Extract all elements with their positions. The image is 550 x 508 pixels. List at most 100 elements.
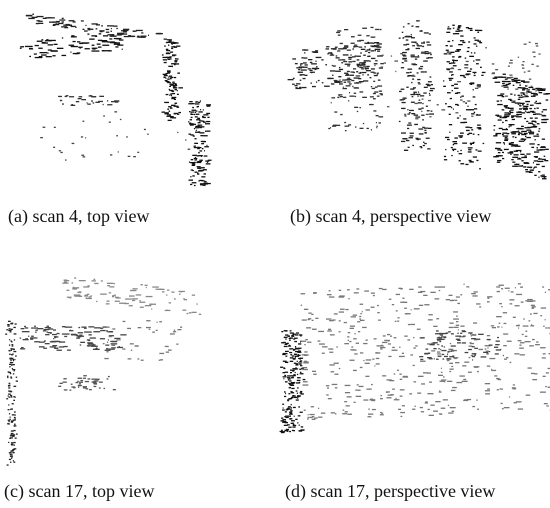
point xyxy=(288,79,294,80)
point xyxy=(347,336,349,337)
point xyxy=(59,150,61,151)
point xyxy=(77,381,79,382)
point xyxy=(190,114,193,115)
point xyxy=(298,350,301,351)
point xyxy=(334,80,338,81)
point xyxy=(510,77,513,78)
point xyxy=(37,16,44,17)
point xyxy=(340,81,343,82)
point xyxy=(284,330,288,331)
point xyxy=(164,39,167,40)
point xyxy=(129,305,133,306)
point xyxy=(421,383,425,384)
point xyxy=(513,100,516,101)
point xyxy=(71,334,77,335)
point xyxy=(429,415,434,416)
point xyxy=(122,49,123,50)
point xyxy=(511,159,513,160)
point xyxy=(194,114,196,115)
point xyxy=(440,349,442,350)
point xyxy=(11,458,12,459)
point xyxy=(521,131,527,132)
point xyxy=(283,378,284,379)
point xyxy=(14,411,16,412)
point xyxy=(45,327,51,328)
point xyxy=(471,113,475,114)
point xyxy=(354,46,359,47)
point xyxy=(62,55,67,56)
point xyxy=(474,108,477,109)
point xyxy=(505,81,511,82)
point xyxy=(362,63,366,64)
point xyxy=(167,310,168,311)
point xyxy=(487,366,490,367)
point xyxy=(427,44,431,45)
point xyxy=(376,122,377,123)
point xyxy=(523,325,529,326)
point xyxy=(172,55,175,56)
point xyxy=(89,389,92,390)
point xyxy=(192,295,195,296)
point xyxy=(497,104,503,105)
point xyxy=(427,110,430,111)
point-cluster xyxy=(298,283,550,420)
point xyxy=(441,345,443,346)
point xyxy=(364,46,366,47)
point xyxy=(515,287,516,288)
point xyxy=(288,383,291,384)
point xyxy=(371,129,372,130)
point xyxy=(535,118,538,119)
point xyxy=(542,139,545,140)
point xyxy=(463,118,466,119)
point xyxy=(418,83,421,84)
point xyxy=(449,295,453,296)
point xyxy=(290,410,293,411)
point xyxy=(436,359,439,360)
point xyxy=(534,175,536,176)
point xyxy=(302,369,308,370)
point xyxy=(487,347,488,348)
point xyxy=(439,391,442,392)
point xyxy=(194,143,198,144)
point xyxy=(531,96,536,97)
point xyxy=(303,384,309,385)
point xyxy=(470,333,471,334)
point xyxy=(337,50,340,51)
point xyxy=(11,442,14,443)
point xyxy=(534,160,538,161)
point xyxy=(90,95,92,96)
point xyxy=(165,112,168,113)
point xyxy=(175,103,178,104)
point xyxy=(290,409,291,410)
point xyxy=(206,163,211,164)
point xyxy=(321,413,325,414)
point xyxy=(360,352,363,353)
point xyxy=(304,309,308,310)
point xyxy=(176,344,178,345)
point xyxy=(301,87,306,88)
point xyxy=(198,111,202,112)
point xyxy=(415,116,420,117)
point xyxy=(348,340,349,341)
point xyxy=(407,128,409,129)
point xyxy=(109,38,112,39)
point xyxy=(166,116,170,117)
point xyxy=(82,42,89,43)
point xyxy=(293,395,295,396)
point xyxy=(111,28,112,29)
point-clouds xyxy=(0,0,550,508)
point xyxy=(106,348,109,349)
point xyxy=(397,370,399,371)
point xyxy=(477,409,479,410)
point xyxy=(331,54,334,55)
point xyxy=(358,35,362,36)
point xyxy=(14,417,16,418)
point xyxy=(175,58,176,59)
point xyxy=(537,149,543,150)
point xyxy=(15,355,17,356)
point xyxy=(130,343,134,344)
point xyxy=(313,292,317,293)
point xyxy=(288,345,291,346)
point xyxy=(304,351,307,352)
point xyxy=(409,112,411,113)
